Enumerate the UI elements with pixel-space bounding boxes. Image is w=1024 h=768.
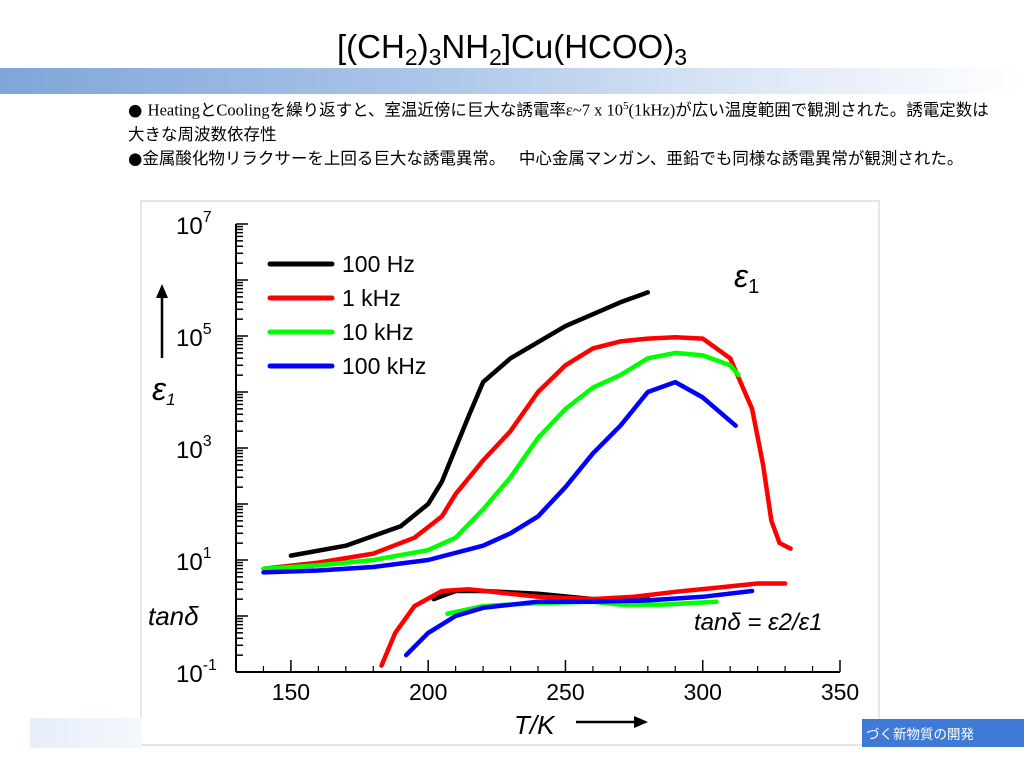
y-ticks: 107 105 103 101 10-1 [176, 209, 248, 688]
x-tick-label: 350 [821, 679, 859, 705]
footer-left-decor [30, 718, 142, 748]
bullet-2: ●金属酸化物リラクサーを上回る巨大な誘電異常。 中心金属マンガン、亜鉛でも同様な… [128, 148, 964, 168]
x-axis-arrow [576, 716, 648, 728]
eps1-curve-100-hz [288, 290, 651, 558]
dielectric-chart: 107 105 103 101 10-1 150 200 250 300 350 100 Hz 1… [140, 200, 880, 746]
footer-text: づく新物質の開発 [866, 727, 974, 743]
legend-label: 10 kHz [342, 319, 414, 345]
chart-frame [140, 200, 880, 746]
bullet-1: ● HeatingとCoolingを繰り返すと、室温近傍に巨大な誘電率ε~7 x… [128, 100, 989, 144]
x-tick-label: 150 [272, 679, 310, 705]
y-axis-label: ε1 [152, 371, 176, 409]
eps1-curve-10-khz [261, 350, 741, 571]
legend: 100 Hz 1 kHz 10 kHz 100 kHz [267, 251, 426, 379]
legend-label: 1 kHz [342, 285, 401, 311]
x-tick-label: 200 [409, 679, 447, 705]
tan-axis-label: tanδ [148, 601, 199, 631]
curves [261, 290, 793, 668]
tan-formula: tanδ = ε2/ε1 [694, 609, 823, 636]
slide-title: [(CH2)3NH2]Cu(HCOO)3 [336, 28, 688, 70]
x-tick-label: 300 [684, 679, 722, 705]
legend-label: 100 kHz [342, 353, 426, 379]
y-axis-arrow [156, 284, 168, 358]
x-tick-label: 250 [546, 679, 584, 705]
y-tick-label: 105 [176, 321, 212, 352]
eps1-curve-1-khz [261, 334, 793, 571]
y-tick-label: 101 [176, 545, 212, 576]
footer-bar [862, 719, 1024, 747]
header-bar [0, 68, 1024, 94]
tan-curve-100-khz [403, 588, 755, 658]
y-tick-label: 10-1 [176, 657, 217, 688]
eps1-annotation: ε1 [734, 258, 759, 298]
x-axis-label: T/K [514, 710, 556, 740]
y-tick-label: 107 [176, 209, 212, 240]
bullet-list: ● HeatingとCoolingを繰り返すと、室温近傍に巨大な誘電率ε~7 x… [128, 94, 998, 171]
y-tick-label: 103 [176, 433, 212, 464]
eps1-curve-100-khz [261, 379, 738, 575]
tan-curve-1-khz [379, 581, 788, 668]
x-ticks: 150 200 250 300 350 [262, 660, 859, 705]
legend-label: 100 Hz [342, 251, 415, 277]
